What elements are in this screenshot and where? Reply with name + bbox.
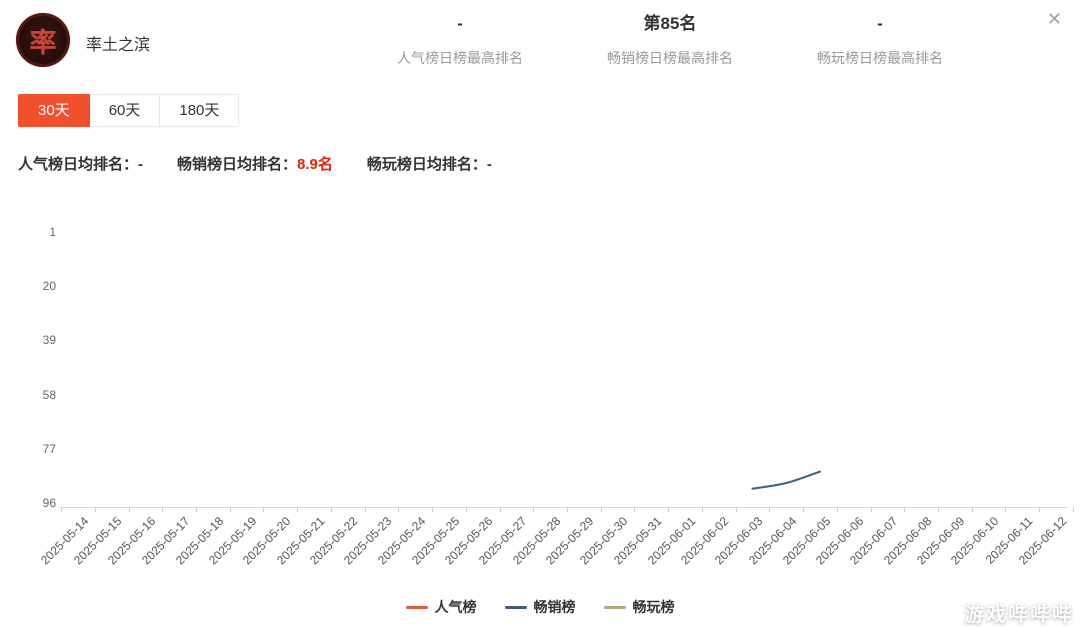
- x-axis-tick: [668, 507, 670, 512]
- x-axis-tick: [1005, 507, 1007, 512]
- y-axis-label: 58: [42, 387, 56, 402]
- series-line-bestseller: [751, 470, 821, 490]
- avg-popularity: 人气榜日均排名：-: [18, 153, 143, 174]
- stat-popularity-best: - 人气榜日榜最高排名: [360, 13, 560, 68]
- x-axis-tick: [196, 507, 198, 512]
- legend-line-icon: [603, 605, 626, 609]
- legend-label: 人气榜: [434, 599, 477, 615]
- legend-line-icon: [405, 605, 428, 609]
- y-axis-label: 20: [42, 279, 56, 294]
- tab-30-days[interactable]: 30天: [18, 94, 90, 127]
- game-title: 率土之滨: [86, 37, 151, 54]
- avg-label: 人气榜日均排名：: [18, 156, 139, 173]
- game-logo-character: 率: [29, 27, 57, 58]
- stat-label: 畅销榜日榜最高排名: [607, 50, 733, 66]
- x-axis-tick: [162, 507, 164, 512]
- stat-value: 第85名: [643, 14, 697, 33]
- x-axis-tick: [769, 507, 771, 512]
- best-rank-stats: - 人气榜日榜最高排名 第85名 畅销榜日榜最高排名 - 畅玩榜日榜最高排名: [360, 13, 980, 68]
- x-axis-tick: [432, 507, 434, 512]
- x-axis-tick: [567, 507, 568, 512]
- y-axis-label: 77: [42, 441, 56, 456]
- legend-item-popularity[interactable]: 人气榜: [405, 597, 477, 617]
- legend-item-bestseller[interactable]: 畅销榜: [504, 597, 576, 617]
- y-axis-label: 39: [42, 333, 56, 348]
- stat-bestseller-best: 第85名 畅销榜日榜最高排名: [570, 13, 770, 68]
- y-axis-label: 1: [49, 225, 56, 239]
- avg-label: 畅销榜日均排名：: [177, 156, 298, 173]
- x-axis-tick: [836, 507, 838, 512]
- watermark: 游戏哔哔哔: [964, 604, 1074, 626]
- x-axis-tick: [735, 507, 737, 512]
- x-axis-tick: [61, 507, 63, 512]
- x-axis-tick: [364, 507, 366, 512]
- time-range-tabs: 30天 60天 180天: [18, 94, 240, 127]
- x-axis-tick: [465, 507, 467, 512]
- x-axis-line: [60, 507, 1068, 508]
- x-axis-tick: [263, 507, 265, 512]
- x-axis-tick: [229, 507, 231, 512]
- close-icon[interactable]: ✕: [1046, 9, 1062, 29]
- stat-label: 人气榜日榜最高排名: [397, 50, 523, 66]
- avg-bestseller: 畅销榜日均排名：8.9名: [177, 153, 333, 174]
- avg-value: -: [486, 156, 492, 173]
- x-axis-tick: [1039, 507, 1041, 512]
- legend-line-icon: [504, 605, 527, 609]
- avg-playing: 畅玩榜日均排名：-: [367, 153, 492, 174]
- tab-180-days[interactable]: 180天: [160, 94, 240, 127]
- tab-60-days[interactable]: 60天: [89, 94, 161, 127]
- game-logo: 率: [16, 13, 70, 67]
- x-axis-tick: [803, 507, 805, 512]
- x-axis-tick: [398, 507, 400, 512]
- x-axis-tick: [330, 507, 332, 512]
- x-axis-tick: [94, 507, 96, 512]
- x-axis-tick: [533, 507, 535, 512]
- x-axis-tick: [600, 507, 602, 512]
- y-axis-label: 96: [42, 496, 56, 510]
- x-axis-tick: [904, 507, 906, 512]
- x-axis-tick: [971, 507, 973, 512]
- stat-value: -: [877, 14, 883, 33]
- x-axis-tick: [937, 507, 939, 512]
- stat-label: 畅玩榜日榜最高排名: [817, 50, 943, 66]
- x-axis-tick: [634, 507, 636, 512]
- daily-average-row: 人气榜日均排名：- 畅销榜日均排名：8.9名 畅玩榜日均排名：-: [18, 153, 492, 174]
- avg-label: 畅玩榜日均排名：: [366, 156, 487, 173]
- stat-playing-best: - 畅玩榜日榜最高排名: [780, 13, 980, 68]
- x-axis-tick: [499, 507, 501, 512]
- x-axis-tick: [1072, 507, 1074, 512]
- x-axis-tick: [701, 507, 703, 512]
- stat-value: -: [457, 14, 463, 33]
- x-axis-tick: [870, 507, 872, 512]
- x-axis-tick: [128, 507, 130, 512]
- avg-value: -: [138, 156, 144, 173]
- legend-label: 畅玩榜: [632, 599, 675, 615]
- chart-legend: 人气榜 畅销榜 畅玩榜: [0, 597, 1080, 617]
- x-axis-tick: [297, 507, 299, 512]
- avg-value: 8.9名: [297, 156, 333, 173]
- legend-item-playing[interactable]: 畅玩榜: [603, 597, 675, 617]
- legend-label: 畅销榜: [533, 599, 576, 615]
